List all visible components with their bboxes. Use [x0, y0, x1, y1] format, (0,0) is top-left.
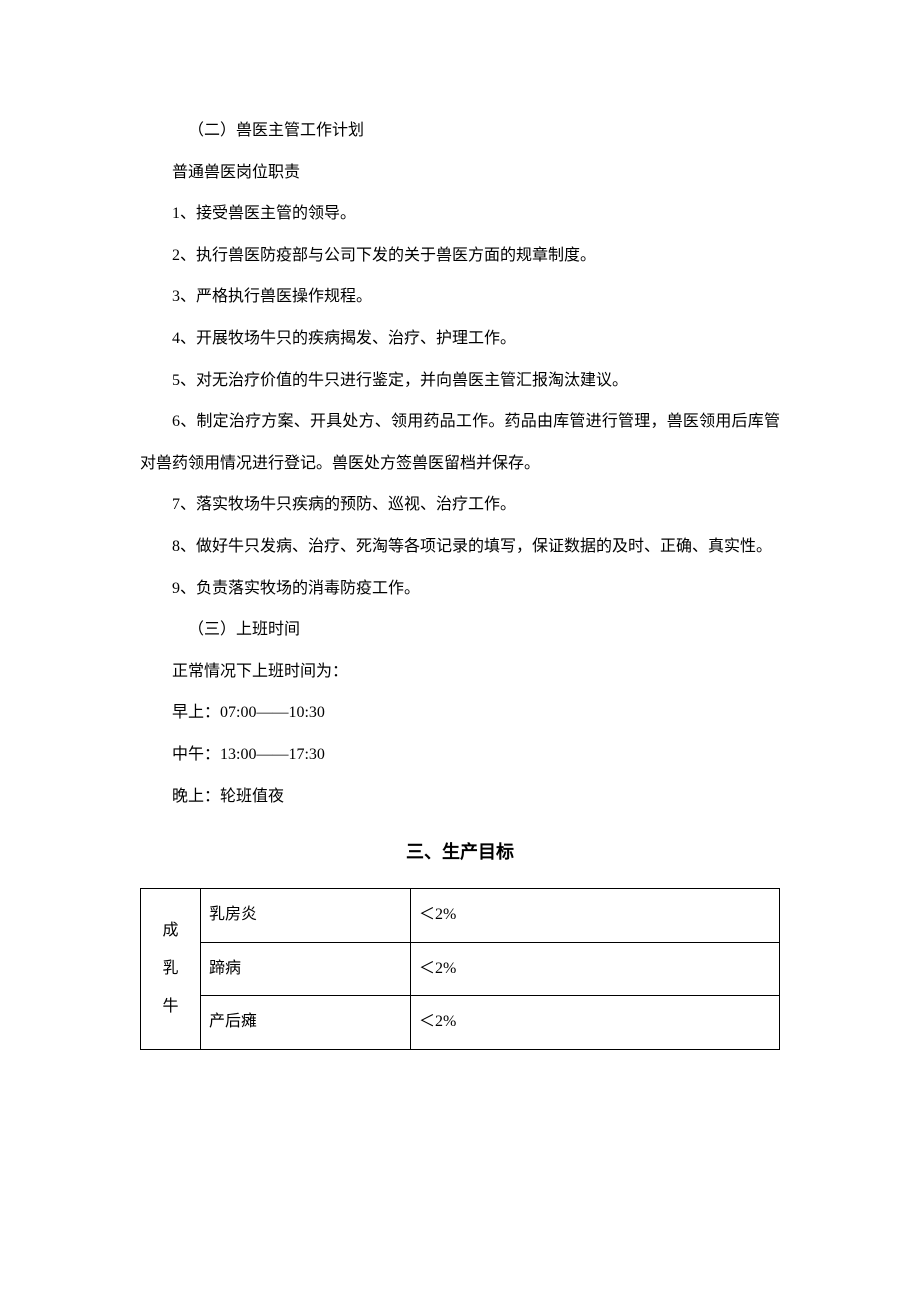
- category-char: 乳: [162, 950, 178, 988]
- disease-cell: 产后瘫: [201, 996, 411, 1050]
- table-row: 蹄病 ＜2%: [141, 942, 780, 996]
- duty-item: 2、执行兽医防疫部与公司下发的关于兽医方面的规章制度。: [140, 235, 780, 277]
- duty-item: 8、做好牛只发病、治疗、死淘等各项记录的填写，保证数据的及时、正确、真实性。: [140, 526, 780, 568]
- schedule-item: 中午：13:00——17:30: [140, 734, 780, 776]
- table-row: 产后瘫 ＜2%: [141, 996, 780, 1050]
- schedule-intro: 正常情况下上班时间为：: [140, 651, 780, 693]
- duty-item: 4、开展牧场牛只的疾病揭发、治疗、护理工作。: [140, 318, 780, 360]
- schedule-item: 早上：07:00——10:30: [140, 692, 780, 734]
- duty-item: 1、接受兽医主管的领导。: [140, 193, 780, 235]
- duty-item: 5、对无治疗价值的牛只进行鉴定，并向兽医主管汇报淘汰建议。: [140, 360, 780, 402]
- duty-item: 9、负责落实牧场的消毒防疫工作。: [140, 568, 780, 610]
- section-2-title: （二）兽医主管工作计划: [140, 110, 780, 152]
- document-body: （二）兽医主管工作计划 普通兽医岗位职责 1、接受兽医主管的领导。 2、执行兽医…: [140, 110, 780, 1050]
- section-2-subtitle: 普通兽医岗位职责: [140, 152, 780, 194]
- duty-item: 7、落实牧场牛只疾病的预防、巡视、治疗工作。: [140, 484, 780, 526]
- target-cell: ＜2%: [411, 888, 780, 942]
- heading-production-target: 三、生产目标: [140, 829, 780, 876]
- section-3-title: （三）上班时间: [140, 609, 780, 651]
- table-row: 成 乳 牛 乳房炎 ＜2%: [141, 888, 780, 942]
- target-cell: ＜2%: [411, 996, 780, 1050]
- production-target-table: 成 乳 牛 乳房炎 ＜2% 蹄病 ＜2% 产后瘫 ＜2%: [140, 888, 780, 1050]
- disease-cell: 蹄病: [201, 942, 411, 996]
- schedule-item: 晚上：轮班值夜: [140, 776, 780, 818]
- category-char: 成: [162, 912, 178, 950]
- disease-cell: 乳房炎: [201, 888, 411, 942]
- duty-item: 6、制定治疗方案、开具处方、领用药品工作。药品由库管进行管理，兽医领用后库管对兽…: [140, 401, 780, 484]
- target-cell: ＜2%: [411, 942, 780, 996]
- duty-item: 3、严格执行兽医操作规程。: [140, 276, 780, 318]
- category-cell: 成 乳 牛: [141, 888, 201, 1049]
- category-char: 牛: [162, 988, 178, 1026]
